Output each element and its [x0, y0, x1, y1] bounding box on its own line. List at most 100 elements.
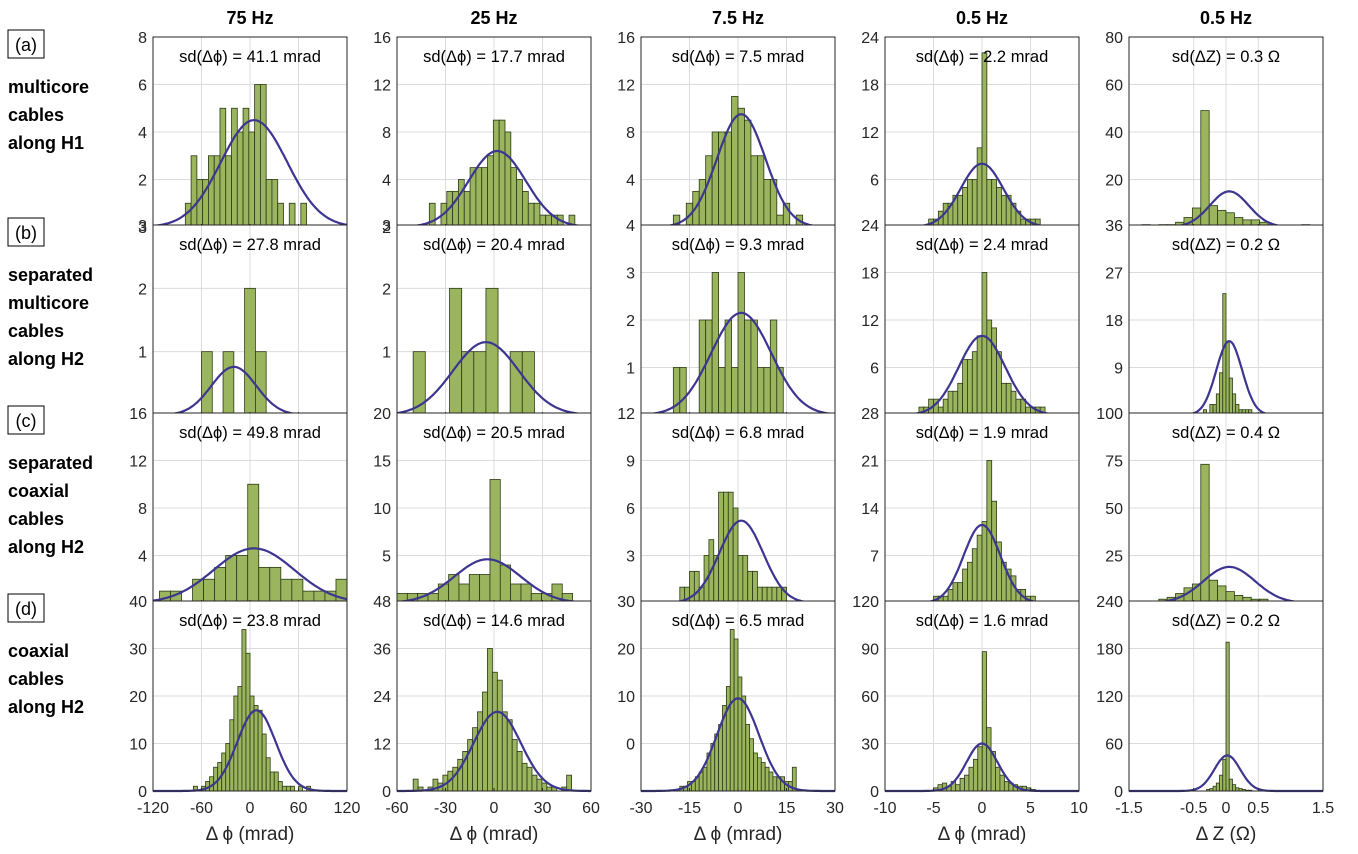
histogram-bar: [1217, 585, 1227, 604]
sd-annotation: sd(Δϕ) = 7.5 mrad: [672, 48, 805, 66]
x-axis-label: Δ ϕ (mrad): [938, 824, 1027, 845]
histogram-bar: [981, 651, 988, 792]
histogram-bar: [290, 785, 295, 792]
histogram-bar: [986, 179, 993, 228]
histogram-bar: [288, 202, 296, 228]
histogram-bar: [737, 272, 745, 416]
histogram-bar: [753, 752, 758, 792]
histogram-bar: [729, 629, 735, 792]
row-label-line: separated: [8, 453, 93, 473]
histogram-bar: [291, 578, 304, 604]
y-tick-label: 12: [373, 737, 391, 754]
x-tick-label: -120: [137, 800, 169, 817]
histogram-bar: [1212, 785, 1217, 792]
histogram-bar: [693, 570, 700, 604]
histogram-bar: [967, 359, 973, 416]
y-tick-label: 16: [129, 406, 147, 423]
histogram-bar: [714, 733, 719, 792]
histogram-bar: [265, 757, 271, 792]
histogram-bar: [522, 190, 529, 228]
sd-annotation: sd(Δϕ) = 17.7 mrad: [423, 48, 565, 66]
histogram-bar: [521, 762, 528, 792]
histogram-panel: 2 4 8 12 16 sd(Δϕ) = 17.7 mrad: [373, 30, 592, 237]
histogram-bar: [482, 691, 488, 792]
histogram-bar: [527, 202, 535, 228]
row-label-line: coaxial: [8, 641, 69, 661]
histogram-bar: [991, 327, 997, 416]
row-tag: (a): [15, 35, 37, 55]
histogram-bar: [976, 147, 983, 228]
row-tag-box: [7, 405, 45, 435]
histogram-bar: [745, 724, 751, 792]
row-tag-box: [7, 29, 45, 59]
histogram-bar: [536, 778, 543, 792]
y-tick-label: 60: [861, 689, 879, 706]
x-tick-label: 1.5: [1312, 800, 1334, 817]
histogram-bar: [277, 202, 284, 228]
sd-annotation: sd(Δϕ) = 1.6 mrad: [916, 612, 1049, 630]
histogram-bar: [760, 762, 766, 792]
histogram-bar: [971, 548, 978, 604]
x-tick-label: 60: [290, 800, 308, 817]
y-tick-label: 80: [1105, 30, 1123, 47]
histogram-bar: [516, 751, 523, 792]
row-label-line: separated: [8, 265, 93, 285]
histogram-bar: [955, 784, 961, 792]
histogram-bar: [281, 785, 287, 792]
histogram-bar: [261, 733, 267, 792]
histogram-bar: [1215, 782, 1220, 792]
histogram-bar: [463, 190, 471, 228]
histogram-bar: [1228, 778, 1233, 792]
x-axis-label: Δ Z (Ω): [1196, 824, 1257, 845]
histogram-bar: [1219, 774, 1224, 792]
row-label-line: cables: [8, 509, 64, 529]
y-tick-label: 2: [138, 173, 147, 190]
histogram-bar: [1001, 194, 1007, 228]
histogram-bar: [750, 319, 758, 416]
histogram-bar: [737, 676, 743, 792]
histogram-bar: [741, 695, 747, 792]
column-title: 75 Hz: [226, 8, 273, 28]
sd-annotation: sd(Δϕ) = 2.4 mrad: [916, 236, 1049, 254]
sd-annotation: sd(Δϕ) = 49.8 mrad: [179, 424, 321, 442]
column-title: 0.5 Hz: [1200, 8, 1252, 28]
histogram-bar: [1010, 390, 1017, 416]
x-tick-label: 30: [534, 800, 552, 817]
histogram-bar: [747, 570, 753, 604]
histogram-bar: [412, 778, 419, 792]
y-tick-label: 0: [870, 784, 879, 801]
histogram-bar: [752, 570, 758, 604]
x-tick-label: 15: [778, 800, 796, 817]
histogram-bar: [504, 131, 512, 228]
x-tick-label: -1.5: [1115, 800, 1143, 817]
histogram-bar: [231, 107, 238, 228]
row-label-line: along H2: [8, 697, 84, 717]
histogram-bar: [214, 566, 227, 604]
y-tick-label: 16: [373, 30, 391, 47]
y-tick-label: 6: [870, 361, 879, 378]
y-tick-label: 8: [138, 501, 147, 518]
histogram-bar: [458, 583, 470, 604]
histogram-bar: [475, 167, 483, 228]
histogram-bar: [718, 367, 726, 416]
histogram-bar: [737, 555, 744, 604]
histogram-bar: [510, 167, 518, 228]
histogram-bar: [203, 578, 216, 604]
y-tick-label: 30: [861, 737, 879, 754]
histogram-bar: [995, 766, 1001, 792]
histogram-bar: [458, 179, 465, 228]
histogram-bar: [1225, 340, 1230, 416]
histogram-bar: [957, 194, 963, 228]
x-tick-label: 30: [826, 800, 844, 817]
histogram-bar: [977, 746, 983, 792]
row-tag-box: [7, 593, 45, 623]
sd-annotation: sd(Δϕ) = 14.6 mrad: [423, 612, 565, 630]
y-tick-label: 8: [138, 30, 147, 47]
histogram-bar: [265, 179, 273, 228]
y-tick-label: 36: [1105, 218, 1123, 235]
histogram-panel: 3 6 9 12 sd(Δϕ) = 6.8 mrad: [617, 406, 836, 605]
normal-fit-curve: [640, 311, 836, 416]
histogram-bar: [1001, 382, 1007, 416]
y-tick-label: 50: [1105, 501, 1123, 518]
histogram-panel: 9 18 27 36 sd(ΔZ) = 0.2 Ω: [1105, 218, 1324, 417]
